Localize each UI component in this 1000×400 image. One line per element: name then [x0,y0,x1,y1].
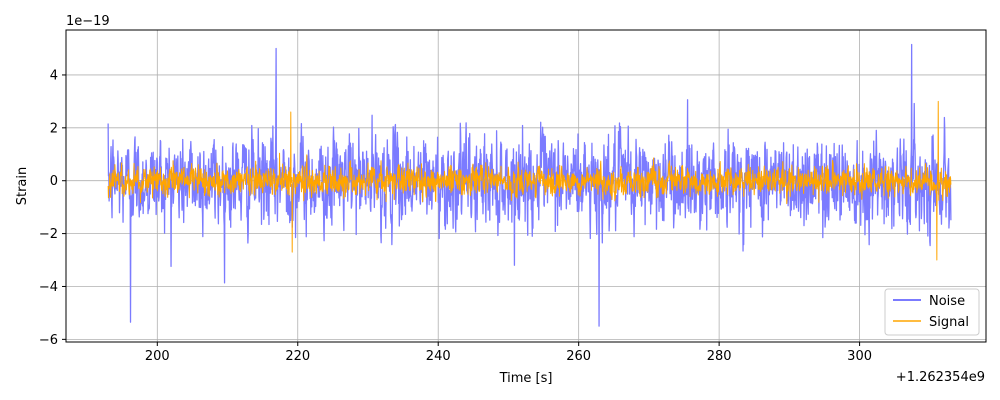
y-tick-label: 0 [50,174,58,189]
y-tick-label: −2 [39,227,58,242]
plot-frame [65,29,987,343]
x-tick-label: 220 [285,349,310,364]
y-tick-label: 2 [50,121,58,136]
axis-ticks: 200 220 240 260 280 300 −6 −4 −2 0 2 4 [39,68,872,364]
x-tick-label: 200 [145,349,170,364]
series-layer [107,43,952,327]
x-offset-label: +1.262354e9 [896,370,985,385]
x-tick-label: 240 [426,349,451,364]
y-tick-label: 4 [50,68,58,83]
x-tick-label: 300 [847,349,872,364]
legend: Noise Signal [884,288,980,336]
y-axis-label: Strain [15,167,30,206]
legend-noise-label: Noise [929,294,965,309]
x-axis-label: Time [s] [499,371,553,386]
x-tick-label: 280 [707,349,732,364]
x-tick-label: 260 [566,349,591,364]
y-tick-label: −4 [39,280,58,295]
legend-signal-label: Signal [929,315,969,330]
series-line-signal [107,100,952,261]
y-tick-label: −6 [39,333,58,348]
y-scale-label: 1e−19 [66,14,110,29]
